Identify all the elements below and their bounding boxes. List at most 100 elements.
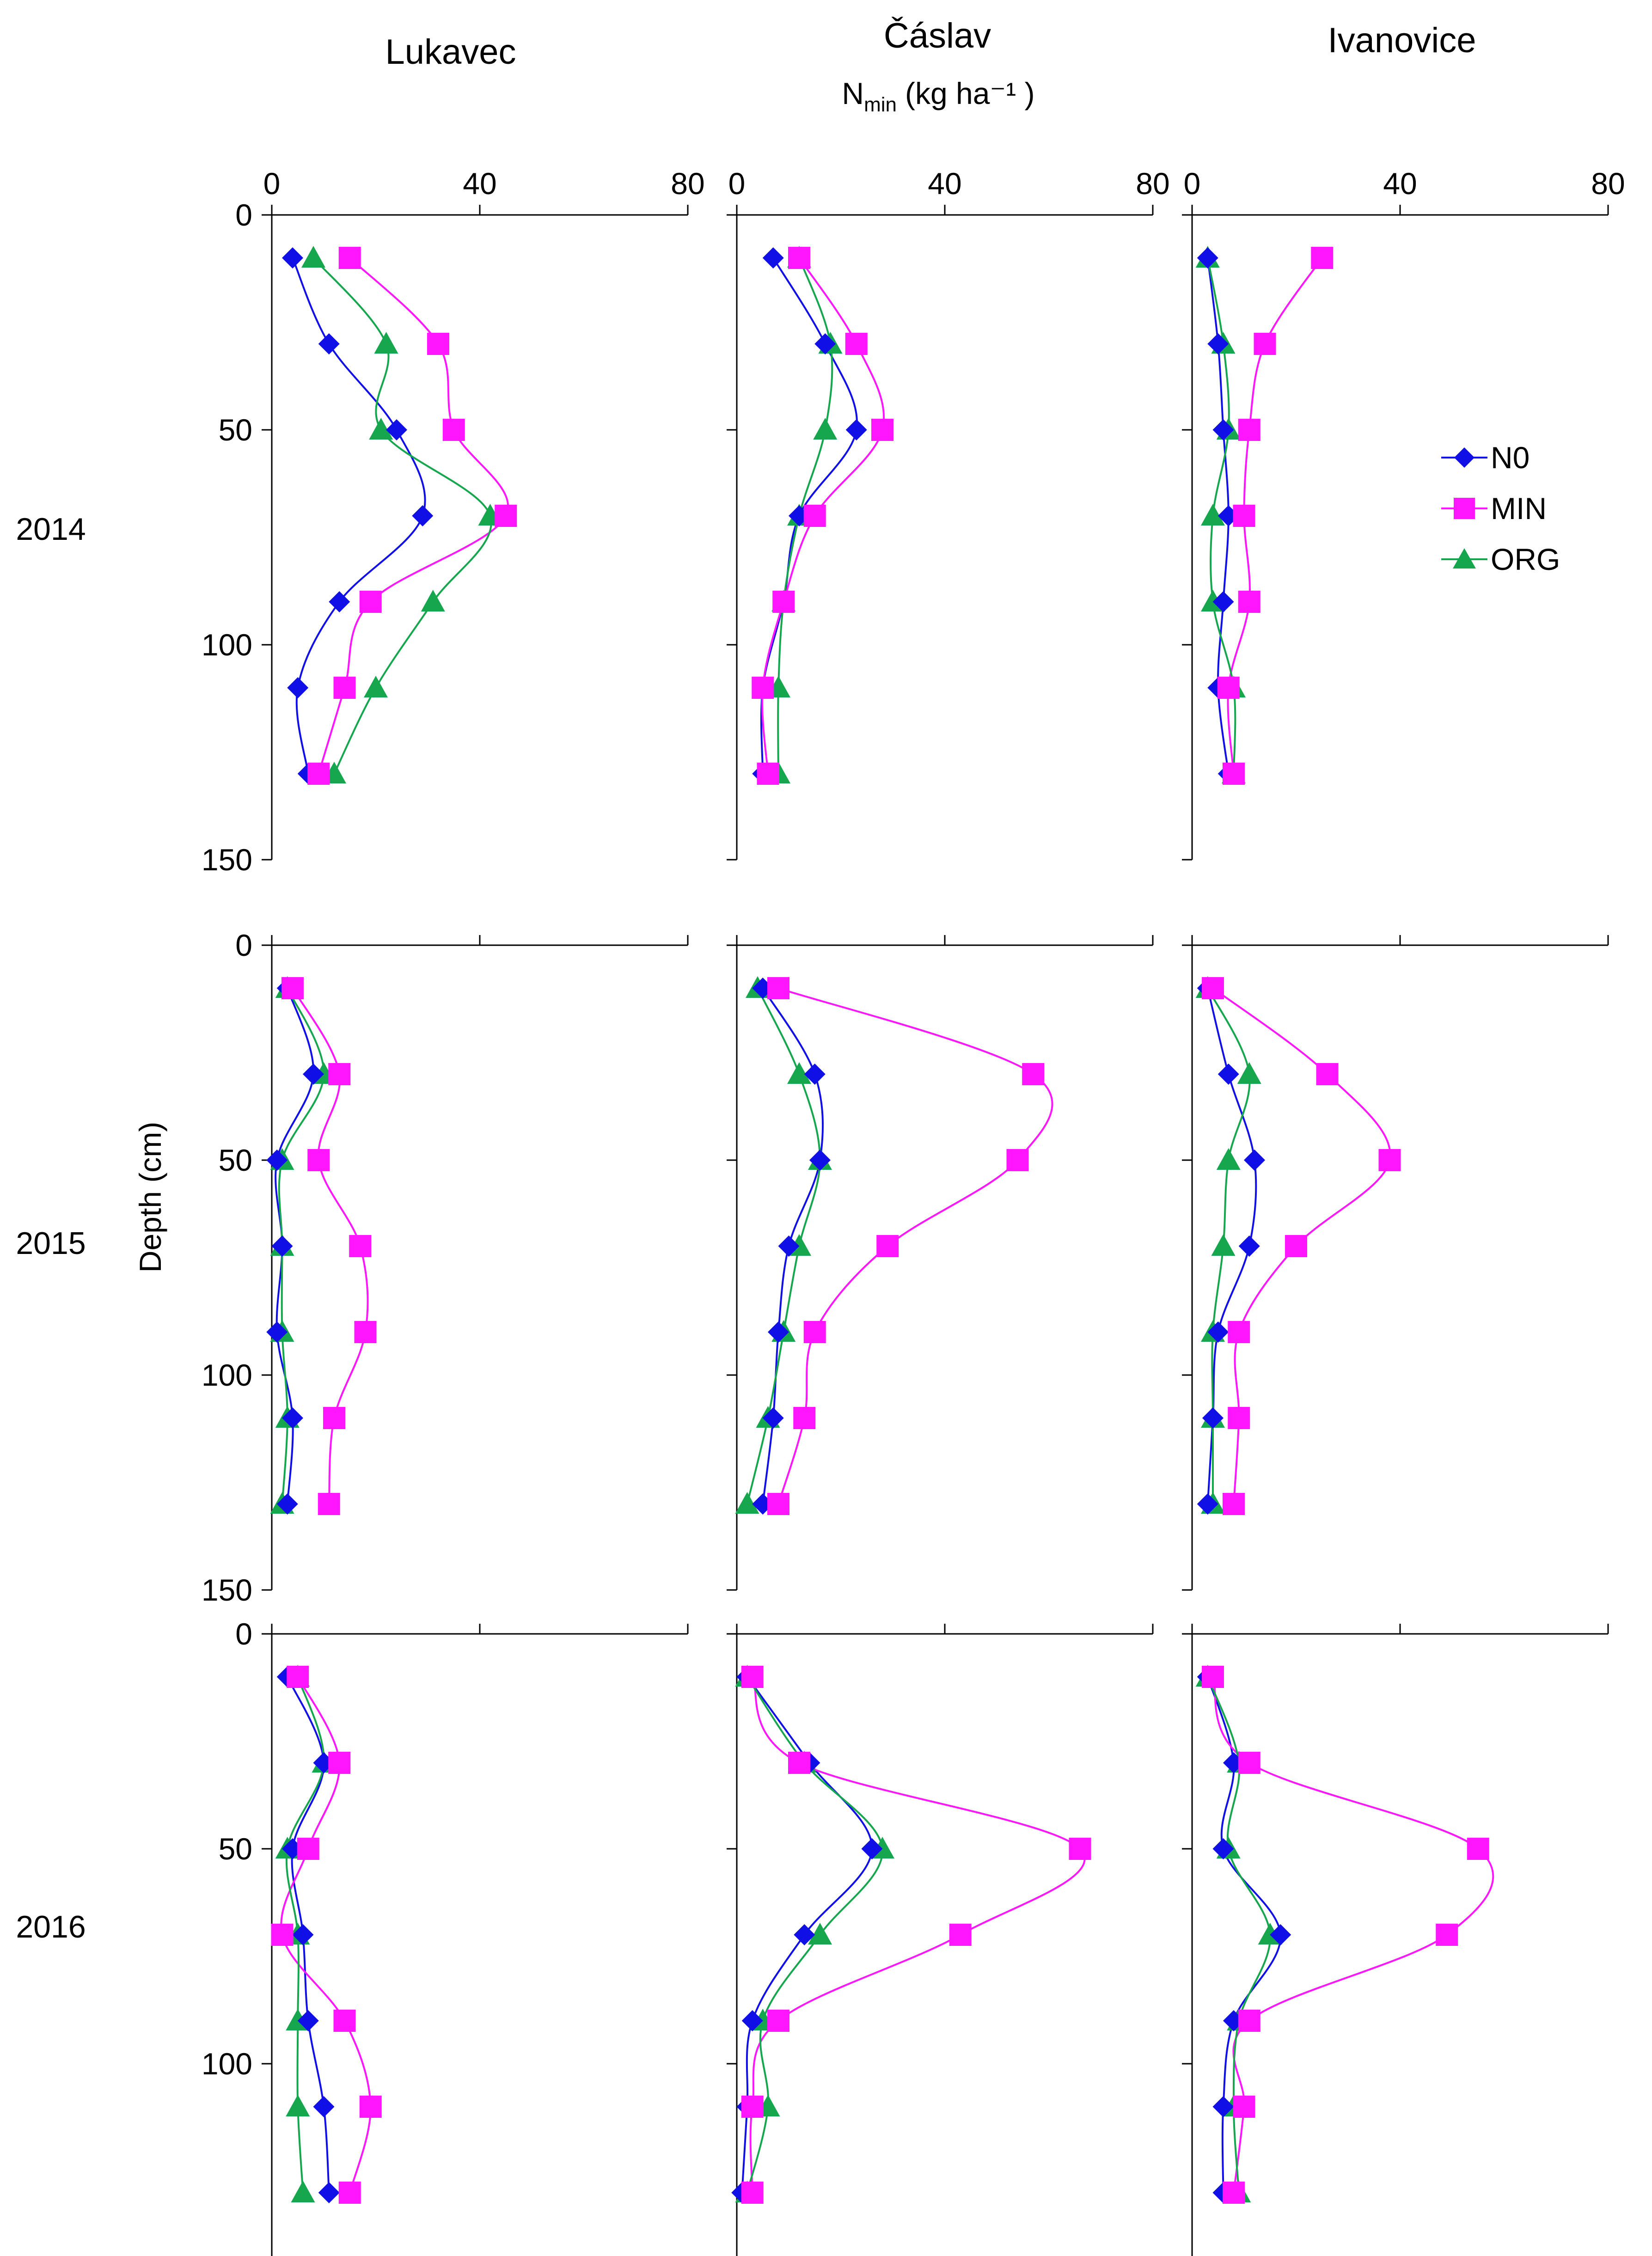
marker-n0 <box>318 2182 340 2203</box>
marker-n0 <box>1197 247 1218 269</box>
legend-marker-min <box>1454 498 1475 519</box>
marker-min <box>307 1149 330 1171</box>
x-tick-label: 80 <box>1136 166 1169 201</box>
marker-min <box>354 1321 377 1343</box>
panel-lukavec-2014: 0 40 80 0 50 100 150 <box>202 166 705 877</box>
marker-org <box>1237 1062 1261 1084</box>
x-tick-label: 0 <box>263 166 281 201</box>
y-tick-label: 0 <box>235 198 252 232</box>
marker-min <box>772 591 795 613</box>
marker-min <box>767 2010 789 2032</box>
marker-n0 <box>329 591 350 612</box>
y-axis-title: Depth (cm) <box>133 1122 167 1272</box>
marker-min <box>1202 977 1224 999</box>
marker-n0 <box>778 1235 800 1257</box>
legend: N0 MIN ORG <box>1441 440 1560 576</box>
marker-min <box>1378 1149 1401 1171</box>
marker-min <box>949 1924 972 1946</box>
marker-min <box>1285 1235 1307 1257</box>
marker-org <box>735 1492 759 1514</box>
marker-min <box>318 1493 340 1515</box>
marker-min <box>338 247 361 269</box>
marker-org <box>286 2095 310 2116</box>
legend-label-min: MIN <box>1491 491 1547 526</box>
marker-min <box>333 677 356 699</box>
marker-n0 <box>386 419 407 440</box>
marker-n0 <box>318 333 340 355</box>
marker-min <box>845 333 868 355</box>
marker-org <box>787 1062 811 1084</box>
marker-min <box>788 247 810 269</box>
marker-n0 <box>1218 1064 1239 1085</box>
marker-n0 <box>1212 1838 1234 1859</box>
y-tick-label: 0 <box>235 928 252 962</box>
marker-min <box>1069 1838 1091 1860</box>
site-title-caslav: Čáslav <box>884 16 991 55</box>
marker-min <box>1311 247 1334 269</box>
marker-min <box>1228 1407 1250 1429</box>
marker-min <box>741 2096 764 2118</box>
site-title-ivanovice: Ivanovice <box>1328 21 1476 60</box>
marker-n0 <box>287 677 309 698</box>
marker-min <box>1238 591 1260 613</box>
y-tick-label: 50 <box>219 1143 252 1177</box>
marker-n0 <box>1197 1493 1218 1515</box>
y-tick-label: 50 <box>219 413 252 447</box>
marker-n0 <box>1207 333 1229 355</box>
panel-lukavec-2015: 0 50 100 150 <box>202 928 689 1607</box>
marker-n0 <box>282 247 303 269</box>
marker-min <box>1238 2010 1260 2032</box>
marker-n0 <box>276 1493 298 1515</box>
marker-min <box>297 1838 319 1860</box>
marker-min <box>442 419 465 441</box>
x-tick-label: 40 <box>1383 166 1417 201</box>
panel-caslav-2016 <box>727 1624 1154 2256</box>
marker-n0 <box>794 1924 815 1945</box>
marker-min <box>876 1235 899 1257</box>
marker-min <box>871 419 893 441</box>
marker-n0 <box>762 1407 784 1429</box>
panel-ivanovice-2014: 0 40 80 <box>1182 166 1625 861</box>
marker-min <box>741 2182 764 2204</box>
x-tick-label: 80 <box>1591 166 1625 201</box>
legend-marker-org <box>1453 548 1476 569</box>
panels: 0408005010015004080040800501001500501001… <box>202 166 1625 2256</box>
legend-marker-n0 <box>1454 447 1475 468</box>
marker-min <box>1223 763 1245 785</box>
marker-n0 <box>768 1321 789 1343</box>
marker-n0 <box>271 1235 293 1257</box>
marker-n0 <box>741 2010 763 2031</box>
marker-min <box>741 1666 764 1688</box>
marker-min <box>1316 1063 1339 1085</box>
series-line-n0 <box>292 257 426 774</box>
marker-min <box>427 333 449 355</box>
marker-min <box>359 591 382 613</box>
marker-n0 <box>292 1924 314 1945</box>
x-tick-label: 40 <box>463 166 496 201</box>
marker-min <box>803 1321 826 1343</box>
marker-min <box>271 1924 294 1946</box>
marker-org <box>1201 504 1225 526</box>
marker-min <box>1238 1752 1260 1774</box>
x-axis-title-unit: (kg ha⁻¹ ) <box>905 76 1035 110</box>
y-tick-label: 150 <box>202 1573 252 1607</box>
marker-org <box>301 246 325 268</box>
panel-ivanovice-2015 <box>1182 935 1609 1591</box>
marker-n0 <box>1212 2096 1234 2117</box>
marker-min <box>1233 505 1255 527</box>
panel-caslav-2015 <box>727 935 1154 1591</box>
marker-min <box>1202 1666 1224 1688</box>
marker-min <box>788 1752 810 1774</box>
legend-label-org: ORG <box>1491 542 1560 576</box>
marker-n0 <box>861 1838 883 1859</box>
x-axis-title-n: N <box>842 76 864 110</box>
x-tick-label: 40 <box>928 166 961 201</box>
marker-n0 <box>266 1321 288 1343</box>
marker-min <box>1233 2096 1255 2118</box>
marker-n0 <box>1212 419 1234 440</box>
y-tick-label: 100 <box>202 2047 252 2081</box>
marker-n0 <box>762 247 784 269</box>
marker-n0 <box>809 1149 831 1171</box>
